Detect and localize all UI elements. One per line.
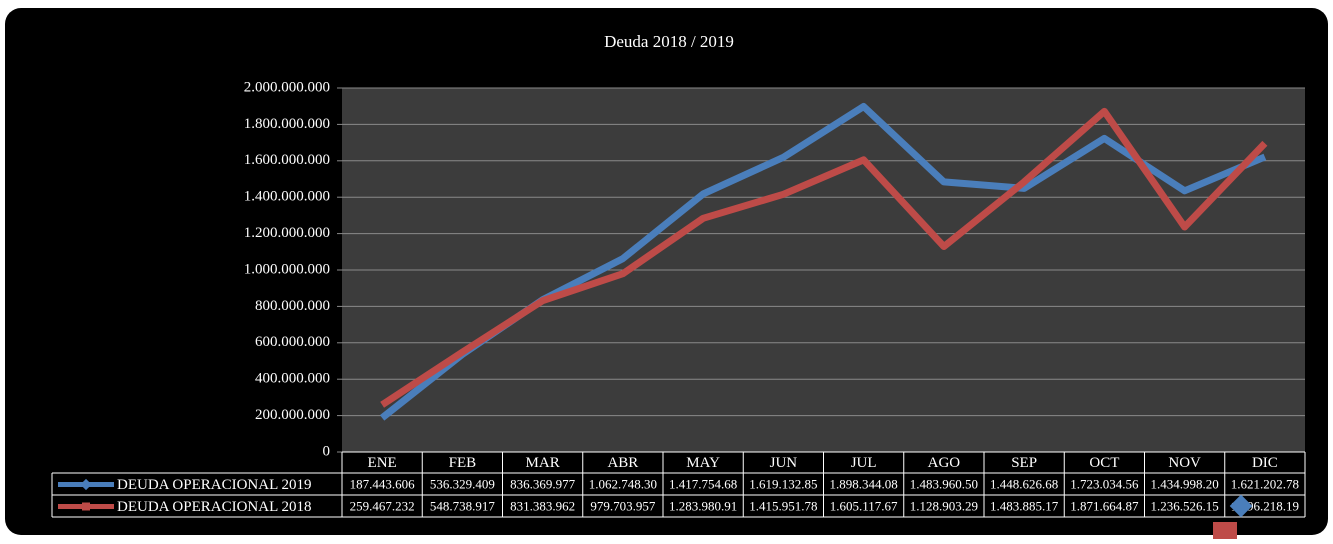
data-table-value: 1.417.754.68	[669, 476, 737, 491]
y-tick-label: 200.000.000	[255, 407, 330, 423]
x-tick-label: ENE	[368, 455, 397, 471]
x-tick-label: NOV	[1168, 455, 1201, 471]
x-tick-label: DIC	[1252, 455, 1278, 471]
chart-title: Deuda 2018 / 2019	[604, 32, 734, 51]
x-tick-label: MAY	[686, 455, 720, 471]
data-table-value: 1.605.117.67	[830, 498, 898, 513]
legend-marker	[82, 502, 90, 511]
y-tick-label: 2.000.000.000	[244, 79, 330, 95]
y-tick-label: 800.000.000	[255, 298, 330, 314]
y-tick-label: 400.000.000	[255, 371, 330, 387]
y-tick-label: 1.600.000.000	[244, 152, 330, 168]
x-tick-label: AGO	[928, 455, 961, 471]
x-tick-label: JUN	[770, 455, 798, 471]
data-table-value: 1.128.903.29	[910, 498, 978, 513]
data-table-value: 1.621.202.78	[1231, 476, 1299, 491]
data-table-value: 831.383.962	[510, 498, 575, 513]
data-table-value: 1.898.344.08	[830, 476, 898, 491]
x-tick-label: ABR	[607, 455, 638, 471]
data-table-value: 836.369.977	[510, 476, 576, 491]
data-table-value: 1.483.885.17	[990, 498, 1059, 513]
legend-label: DEUDA OPERACIONAL 2018	[117, 499, 311, 515]
y-tick-label: 1.400.000.000	[244, 189, 330, 205]
data-table-value: 1.062.748.30	[589, 476, 657, 491]
data-table-value: 187.443.606	[350, 476, 416, 491]
data-table-value: 1.448.626.68	[990, 476, 1058, 491]
data-table-value: 1.415.951.78	[749, 498, 817, 513]
y-tick-label: 0	[323, 443, 331, 459]
data-table-value: 1.871.664.87	[1070, 498, 1139, 513]
x-tick-label: JUL	[851, 455, 877, 471]
data-table-value: 1.723.034.56	[1070, 476, 1139, 491]
data-table-value: 979.703.957	[590, 498, 656, 513]
y-tick-label: 1.000.000.000	[244, 261, 330, 277]
data-table-value: 1.619.132.85	[749, 476, 817, 491]
legend-label: DEUDA OPERACIONAL 2019	[117, 477, 311, 493]
x-tick-label: FEB	[449, 455, 477, 471]
x-tick-label: SEP	[1011, 455, 1037, 471]
x-tick-label: MAR	[526, 455, 560, 471]
data-table-value: 536.329.409	[430, 476, 495, 491]
line-series	[380, 107, 1268, 408]
decor-marker	[1213, 522, 1237, 539]
x-tick-label: OCT	[1089, 455, 1119, 471]
y-tick-label: 1.800.000.000	[244, 116, 330, 132]
data-table-value: 1.434.998.20	[1151, 476, 1219, 491]
data-table-value: 548.738.917	[430, 498, 496, 513]
data-table-value: 259.467.232	[350, 498, 415, 513]
data-table-value: 1.283.980.91	[669, 498, 737, 513]
data-table-value: 1.483.960.50	[910, 476, 978, 491]
decor-marker	[1229, 494, 1253, 518]
data-table-value: 1.236.526.15	[1151, 498, 1219, 513]
y-tick-label: 1.200.000.000	[244, 225, 330, 241]
y-tick-label: 600.000.000	[255, 334, 330, 350]
